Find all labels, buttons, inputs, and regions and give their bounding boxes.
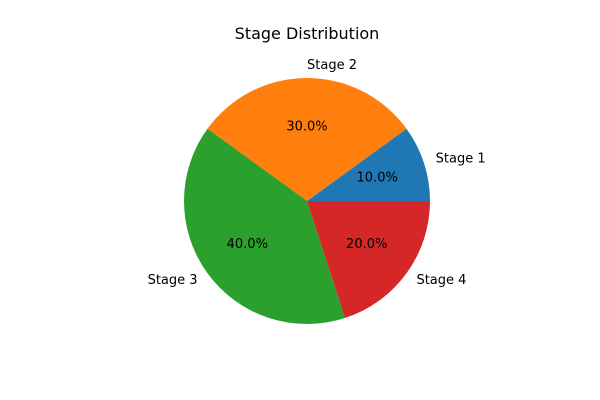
pie-slices (184, 77, 430, 324)
pie-slice-stage-2 (207, 77, 407, 201)
slice-label-stage-2: Stage 2 (307, 58, 357, 73)
slice-label-stage-1: Stage 1 (436, 152, 486, 167)
slice-label-stage-4: Stage 4 (416, 273, 466, 288)
slice-percent-stage-1: 10.0% (357, 171, 398, 186)
slice-percent-stage-2: 30.0% (286, 120, 327, 135)
slice-label-stage-3: Stage 3 (148, 273, 198, 288)
pie-slice-stage-4 (307, 201, 430, 318)
slice-percent-stage-3: 40.0% (227, 237, 268, 252)
pie-slice-stage-3 (184, 128, 346, 324)
chart-title: Stage Distribution (235, 24, 380, 43)
slice-percent-stage-4: 20.0% (346, 237, 387, 252)
pie-slice-stage-1 (307, 128, 430, 201)
pie-labels: Stage 1 10.0% Stage 2 30.0% Stage 3 40.0% Stag… (148, 58, 486, 288)
